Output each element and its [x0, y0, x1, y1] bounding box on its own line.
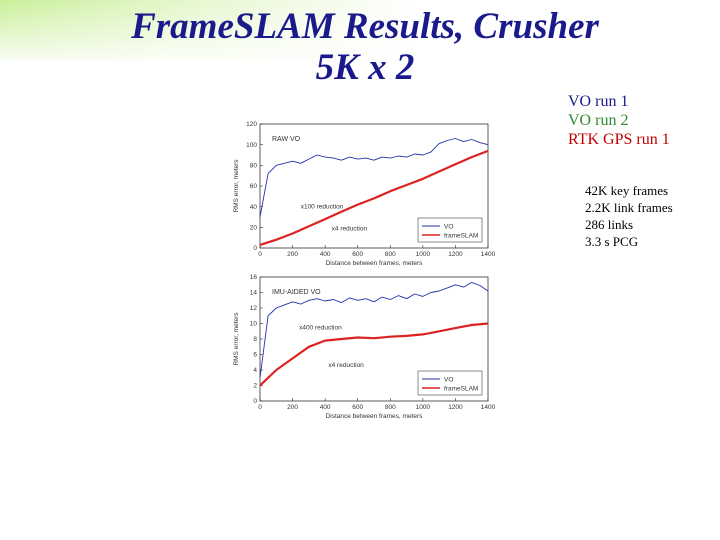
- plot-legend-label: frameSLAM: [444, 232, 478, 239]
- x-tick-label: 0: [258, 251, 262, 258]
- plot-legend-box: [417, 217, 483, 243]
- y-tick-label: 14: [250, 290, 258, 297]
- stat-links: 286 links: [585, 217, 634, 232]
- plot-legend-label: frameSLAM: [444, 385, 478, 392]
- y-tick-label: 12: [250, 305, 258, 312]
- y-tick-label: 2: [253, 383, 257, 390]
- stat-link-frames: 2.2K link frames: [585, 200, 673, 215]
- y-tick-label: 20: [250, 225, 258, 232]
- x-tick-label: 400: [320, 251, 331, 258]
- x-tick-label: 0: [258, 404, 262, 411]
- stat-pcg-time: 3.3 s PCG: [585, 234, 639, 249]
- y-tick-label: 16: [250, 274, 258, 281]
- y-axis-label: RMS error, meters: [233, 312, 240, 366]
- annotation: x400 reduction: [299, 325, 342, 332]
- x-tick-label: 1400: [481, 251, 496, 258]
- x-axis-label: Distance between frames, meters: [326, 413, 424, 420]
- slide-title: FrameSLAM Results, Crusher 5K x 2: [60, 6, 670, 88]
- imu-aided-vo-chart: 0 200 400 600 800 1000 1200 1400 0 2 4 6 8 10 12 14 16 Di…: [233, 274, 496, 420]
- x-axis-label: Distance between frames, meters: [326, 260, 424, 267]
- stats-list: 42K key frames 2.2K link frames 286 link…: [585, 182, 673, 250]
- x-tick-label: 600: [352, 404, 363, 411]
- annotation: x100 reduction: [301, 204, 344, 211]
- y-tick-label: 120: [246, 121, 257, 128]
- y-tick-label: 6: [253, 352, 257, 359]
- x-tick-label: 1000: [416, 251, 431, 258]
- x-tick-label: 600: [352, 251, 363, 258]
- plot-title: IMU-AIDED VO: [272, 289, 321, 296]
- legend-vo-run-1: VO run 1: [568, 93, 629, 110]
- x-tick-label: 800: [385, 404, 396, 411]
- y-tick-label: 0: [253, 398, 257, 405]
- y-tick-label: 80: [250, 163, 258, 170]
- legend-vo-run-2: VO run 2: [568, 112, 629, 129]
- y-tick-label: 0: [253, 245, 257, 252]
- slide-title-line2: 5K x 2: [315, 47, 415, 88]
- run-legend: VO run 1 VO run 2 RTK GPS run 1: [568, 92, 670, 149]
- series-line-vo: [259, 281, 489, 378]
- plot-title: RAW VO: [272, 136, 301, 143]
- raw-vo-chart: 0 200 400 600 800 1000 1200 1400 0 20 40 60 80 100 120…: [233, 121, 496, 267]
- annotation: x4 reduction: [328, 362, 364, 369]
- y-tick-label: 10: [250, 321, 258, 328]
- y-tick-label: 60: [250, 183, 258, 190]
- series-line-frameslam: [259, 322, 489, 387]
- plot-legend-label: VO: [444, 223, 453, 230]
- slide-title-line1: FrameSLAM Results, Crusher: [131, 6, 599, 47]
- x-tick-label: 200: [287, 404, 298, 411]
- x-tick-label: 1200: [448, 251, 463, 258]
- x-tick-label: 1400: [481, 404, 496, 411]
- x-tick-label: 1000: [416, 404, 431, 411]
- y-tick-label: 4: [253, 367, 257, 374]
- legend-rtk-gps-run-1: RTK GPS run 1: [568, 131, 670, 148]
- y-tick-label: 8: [253, 336, 257, 343]
- x-tick-label: 200: [287, 251, 298, 258]
- x-tick-label: 800: [385, 251, 396, 258]
- x-tick-label: 400: [320, 404, 331, 411]
- series-line-vo: [259, 138, 489, 218]
- series-line-frameslam: [259, 149, 489, 246]
- plot-legend-box: [417, 370, 483, 396]
- x-tick-label: 1200: [448, 404, 463, 411]
- title-background-fade: [0, 0, 420, 60]
- y-tick-label: 40: [250, 204, 258, 211]
- annotation: x4 reduction: [332, 225, 368, 232]
- plot-legend-label: VO: [444, 376, 453, 383]
- y-tick-label: 100: [246, 142, 257, 149]
- y-axis-label: RMS error, meters: [233, 159, 240, 213]
- stat-key-frames: 42K key frames: [585, 183, 669, 198]
